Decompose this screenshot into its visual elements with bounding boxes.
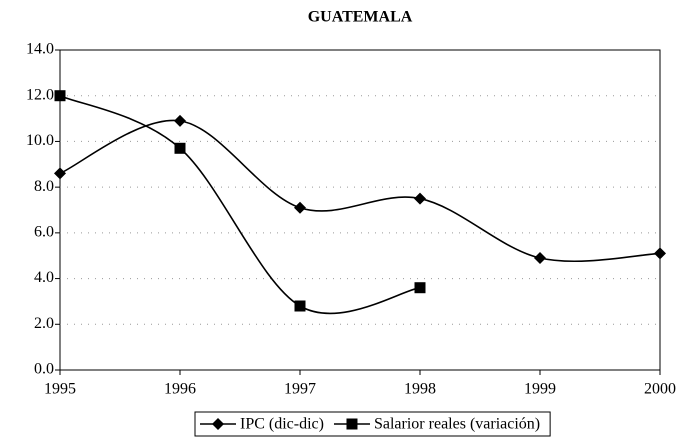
plot-area bbox=[59, 49, 661, 371]
marker bbox=[414, 282, 426, 294]
x-tick-label: 1997 bbox=[284, 381, 316, 398]
chart-title: GUATEMALA bbox=[308, 9, 413, 26]
y-tick-label: 6.0 bbox=[34, 224, 54, 241]
marker bbox=[174, 114, 186, 127]
marker bbox=[54, 167, 66, 180]
x-tick-label: 1998 bbox=[404, 381, 436, 398]
x-tick-label: 1995 bbox=[44, 381, 76, 398]
x-tick-label: 1999 bbox=[524, 381, 556, 398]
marker bbox=[54, 90, 66, 102]
legend-label: Salarior reales (variación) bbox=[374, 416, 540, 433]
x-tick-label: 1996 bbox=[164, 381, 196, 398]
y-tick-label: 0.0 bbox=[34, 361, 54, 378]
marker bbox=[294, 300, 306, 312]
y-tick-label: 2.0 bbox=[34, 315, 54, 332]
x-tick-label: 2000 bbox=[644, 381, 676, 398]
marker bbox=[654, 247, 666, 260]
marker bbox=[414, 192, 426, 205]
marker bbox=[346, 418, 358, 430]
legend-label: IPC (dic-dic) bbox=[240, 416, 324, 433]
legend-box bbox=[194, 411, 551, 437]
marker bbox=[174, 142, 186, 154]
marker bbox=[212, 418, 224, 430]
marker bbox=[294, 201, 306, 214]
marker bbox=[534, 252, 546, 264]
y-tick-label: 8.0 bbox=[34, 178, 54, 195]
y-tick-label: 12.0 bbox=[26, 86, 54, 103]
y-tick-label: 14.0 bbox=[26, 41, 54, 58]
series-line bbox=[59, 119, 661, 263]
y-tick-label: 10.0 bbox=[26, 132, 54, 149]
y-tick-label: 4.0 bbox=[34, 269, 54, 286]
series-line bbox=[59, 94, 421, 315]
legend: IPC (dic-dic) Salarior reales (variación) bbox=[194, 411, 551, 437]
